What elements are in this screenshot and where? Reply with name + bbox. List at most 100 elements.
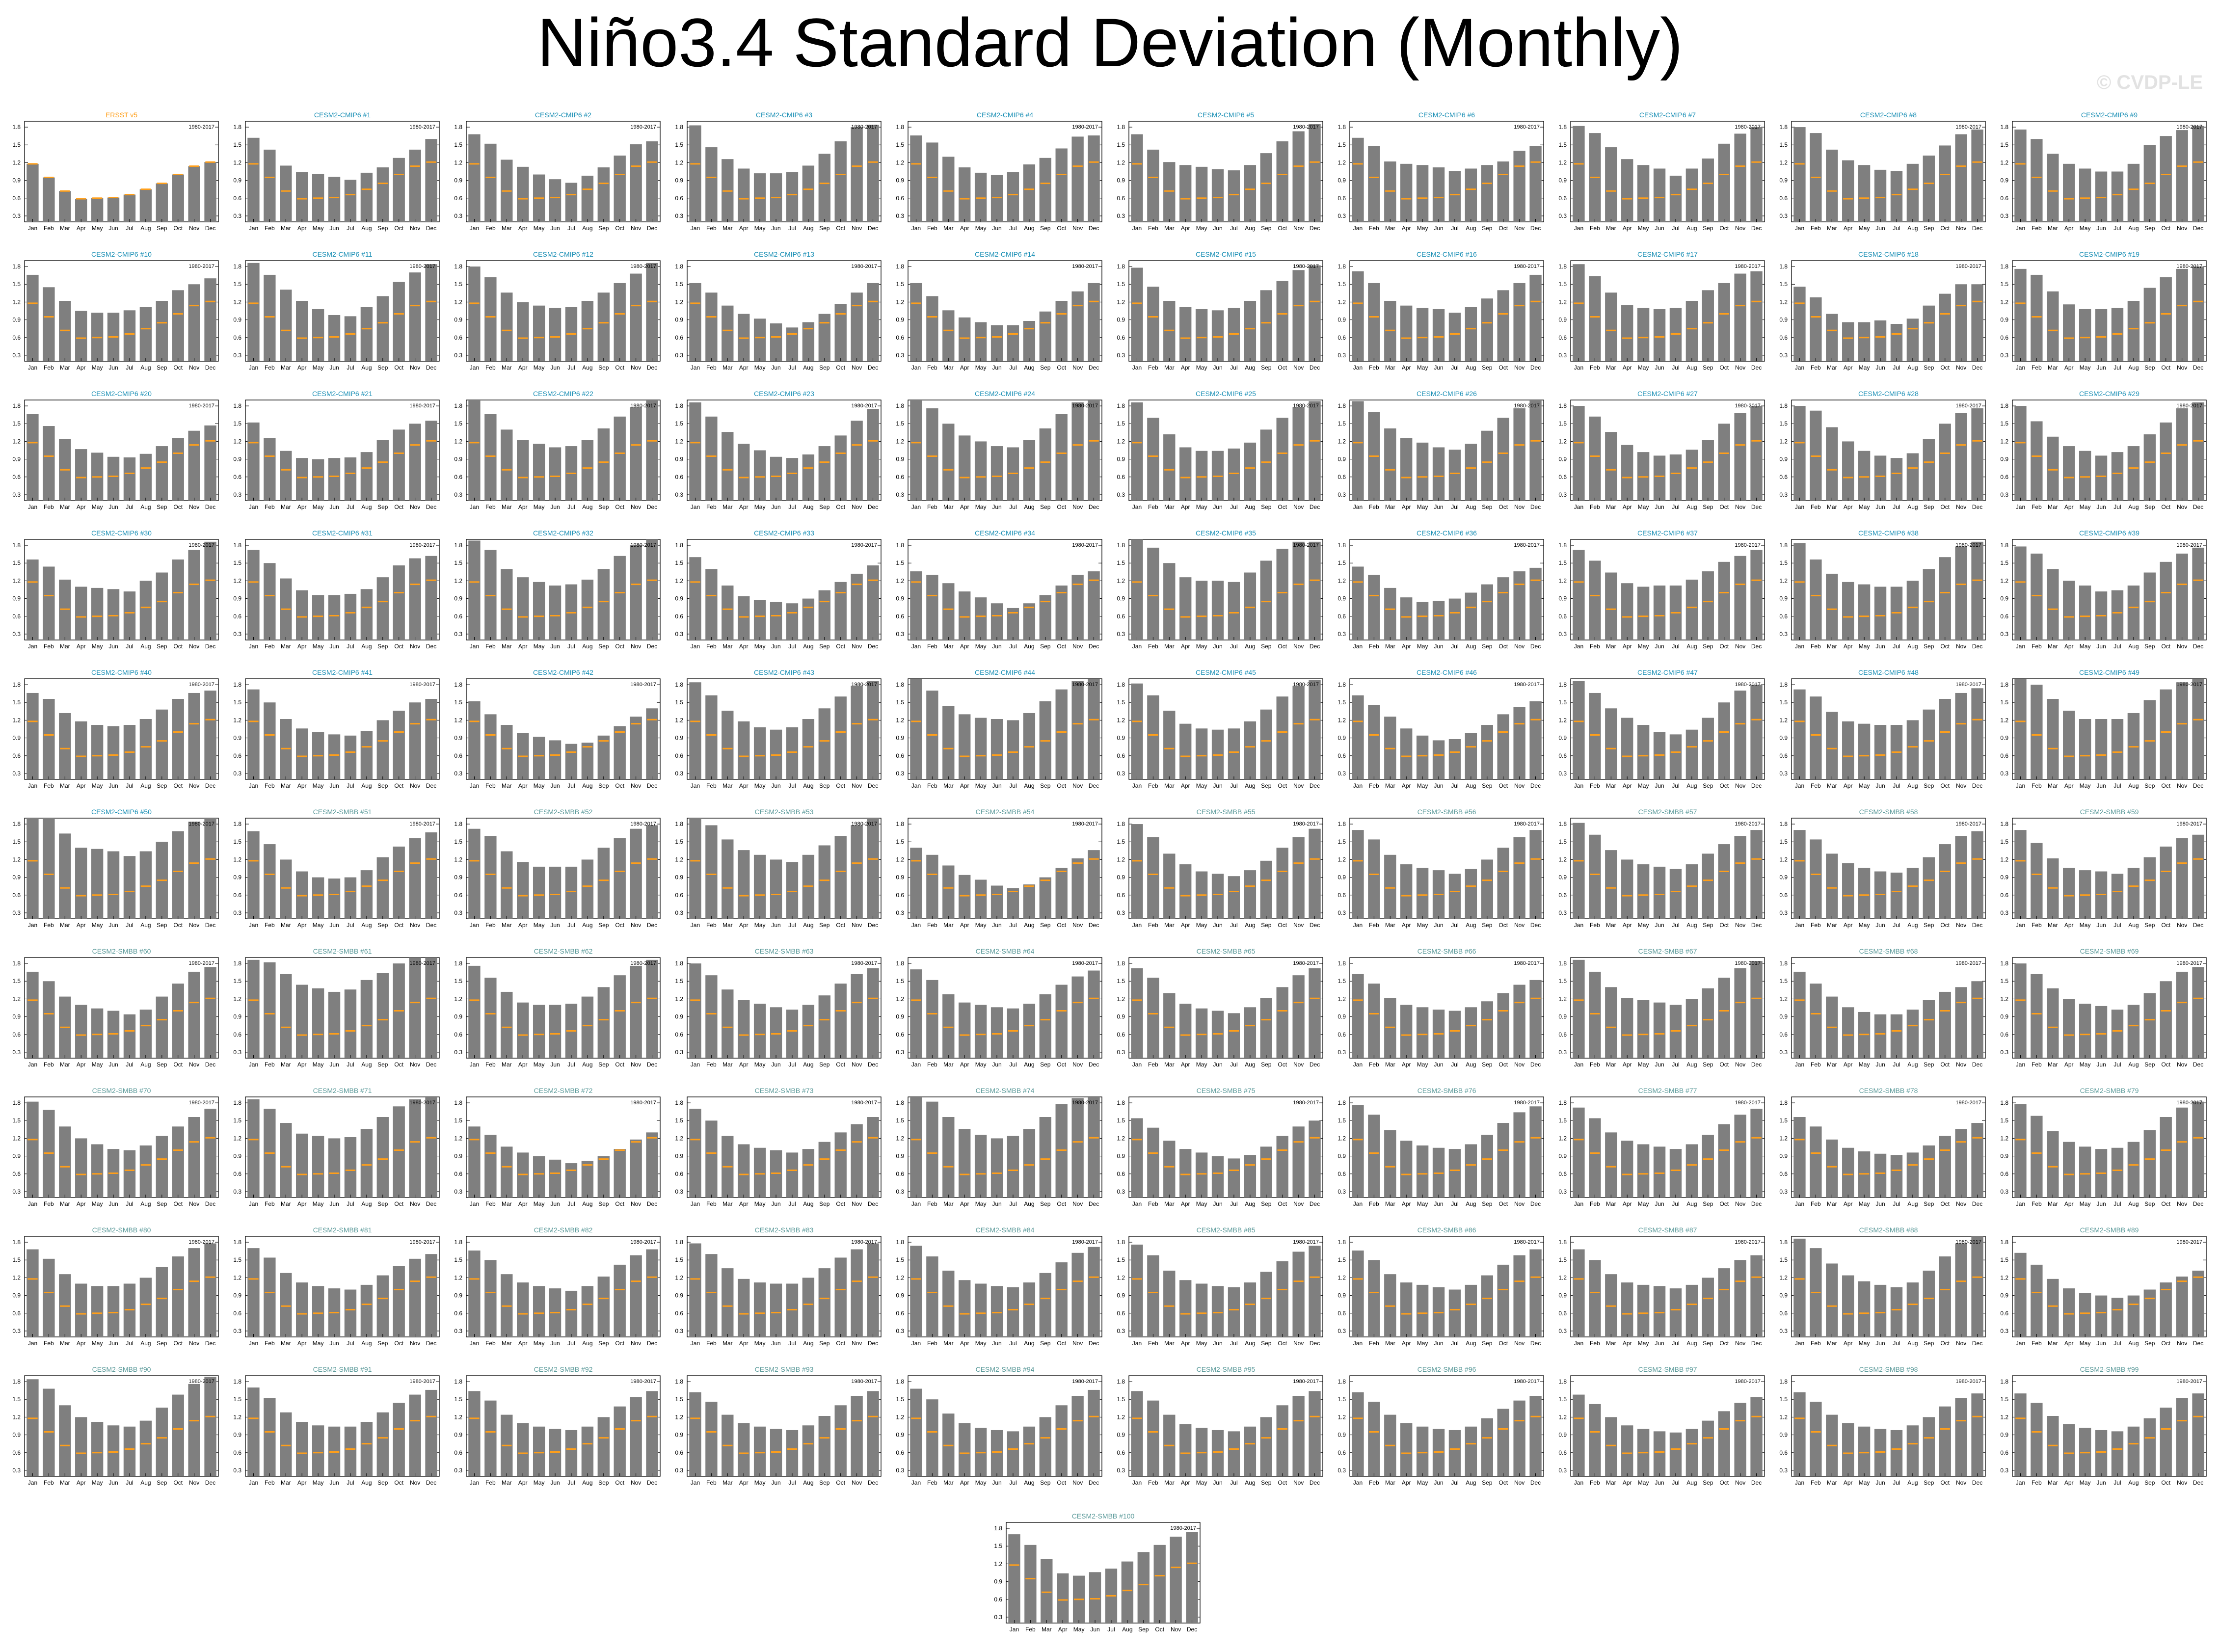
x-tick-label: Nov: [852, 643, 862, 650]
y-tick-label: 0.6: [675, 1031, 683, 1038]
y-tick-label: 1.2: [2000, 995, 2008, 1002]
bar: [361, 870, 373, 919]
panel-title: CESM2-CMIP6 #18: [1858, 250, 1919, 258]
bar: [614, 556, 626, 640]
y-tick-label: 0.3: [1337, 909, 1346, 916]
bar: [2031, 139, 2042, 222]
y-tick-label: 0.6: [2000, 195, 2008, 202]
x-tick-label: Jun: [1434, 782, 1443, 789]
bar: [377, 720, 389, 779]
y-tick-label: 1.8: [1558, 681, 1567, 688]
x-tick-label: Nov: [410, 225, 420, 232]
x-tick-label: May: [313, 504, 324, 510]
bar: [1637, 308, 1649, 361]
y-tick-label: 1.5: [896, 420, 904, 427]
bar: [549, 447, 561, 501]
bar: [819, 446, 830, 501]
x-tick-label: Oct: [1719, 364, 1729, 371]
x-tick-label: Jul: [1230, 1061, 1237, 1068]
x-tick-label: Nov: [1956, 225, 1966, 232]
bar: [910, 848, 922, 919]
y-tick-label: 0.6: [1779, 1031, 1788, 1038]
bar: [1368, 146, 1380, 222]
bar: [1621, 859, 1633, 919]
x-tick-label: May: [313, 1061, 324, 1068]
y-tick-label: 1.5: [454, 420, 462, 427]
period-label: 1980-2017: [188, 264, 214, 269]
y-tick-label: 1.8: [896, 821, 904, 827]
bar: [328, 315, 340, 361]
x-tick-label: Dec: [2193, 922, 2203, 929]
x-tick-label: Jul: [347, 225, 354, 232]
x-tick-label: May: [1638, 1061, 1649, 1068]
x-tick-label: Feb: [44, 364, 54, 371]
bar: [1654, 309, 1665, 361]
y-tick-label: 1.8: [2000, 263, 2008, 270]
x-tick-label: Dec: [1530, 364, 1541, 371]
bar: [835, 435, 847, 501]
x-tick-label: Apr: [1844, 225, 1853, 232]
bar: [377, 577, 389, 640]
y-tick-label: 0.6: [12, 1171, 21, 1177]
x-tick-label: Jul: [126, 504, 133, 510]
x-tick-label: Sep: [2144, 364, 2155, 371]
x-tick-label: Jun: [329, 504, 339, 510]
y-tick-label: 1.8: [233, 821, 241, 827]
panel-title: CESM2-CMIP6 #46: [1417, 668, 1477, 676]
bar: [598, 736, 610, 779]
y-tick-label: 1.2: [1779, 159, 1788, 166]
bar: [2144, 573, 2156, 640]
x-tick-label: Jan: [1132, 504, 1142, 510]
bar: [1637, 165, 1649, 222]
y-tick-label: 0.9: [1779, 874, 1788, 881]
x-tick-label: Mar: [281, 1061, 291, 1068]
x-tick-label: Jun: [108, 364, 118, 371]
bar: [75, 311, 87, 362]
bar: [1718, 978, 1730, 1058]
bar: [1131, 824, 1143, 919]
bar: [264, 962, 275, 1058]
y-tick-label: 1.5: [1337, 699, 1346, 706]
x-tick-label: Mar: [2048, 364, 2058, 371]
x-tick-label: Jan: [691, 364, 700, 371]
bar: [156, 301, 168, 361]
x-tick-label: Oct: [1719, 782, 1729, 789]
y-tick-label: 0.3: [2000, 770, 2008, 777]
bar: [1858, 585, 1870, 640]
x-tick-label: Mar: [1164, 504, 1175, 510]
x-tick-label: Feb: [1811, 225, 1821, 232]
y-tick-label: 1.2: [1117, 577, 1125, 584]
y-tick-label: 1.8: [675, 124, 683, 131]
y-tick-label: 0.3: [1779, 909, 1788, 916]
x-tick-label: Jul: [126, 1061, 133, 1068]
x-tick-label: Nov: [189, 1200, 199, 1207]
bar: [1212, 310, 1224, 361]
bar: [1923, 710, 1935, 779]
y-tick-label: 0.3: [454, 631, 462, 638]
x-tick-label: Oct: [1940, 225, 1950, 232]
x-tick-label: Jan: [911, 225, 921, 232]
bar: [867, 283, 879, 361]
x-tick-label: Nov: [631, 225, 641, 232]
bar: [517, 167, 529, 222]
x-tick-label: Apr: [1623, 364, 1632, 371]
y-tick-label: 1.5: [2000, 560, 2008, 566]
x-tick-label: Jun: [771, 364, 780, 371]
bar: [140, 189, 152, 222]
bar: [296, 172, 308, 222]
y-tick-label: 1.8: [454, 402, 462, 409]
bar: [1498, 577, 1509, 640]
x-tick-label: May: [313, 364, 324, 371]
x-tick-label: Nov: [631, 1061, 641, 1068]
period-label: 1980-2017: [188, 821, 214, 827]
x-tick-label: Nov: [410, 364, 420, 371]
x-tick-label: Feb: [485, 364, 496, 371]
bar: [910, 969, 922, 1058]
bar: [2144, 857, 2156, 919]
x-tick-label: Dec: [1089, 782, 1099, 789]
bar: [264, 275, 275, 361]
y-tick-label: 0.3: [1558, 352, 1567, 359]
